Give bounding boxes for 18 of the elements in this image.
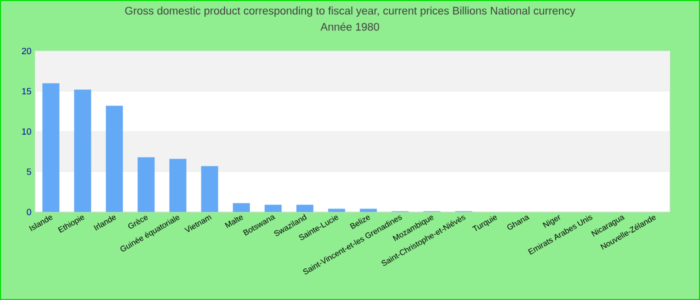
- bar: [201, 166, 218, 212]
- bar: [328, 208, 346, 212]
- bar: [74, 90, 92, 212]
- bar: [296, 204, 314, 212]
- bar: [106, 106, 123, 212]
- y-tick-label: 10: [22, 128, 32, 135]
- bar: [360, 208, 377, 212]
- bar: [42, 83, 60, 212]
- bar: [138, 157, 155, 212]
- chart-title: Gross domestic product corresponding to fiscal year, current prices Billions National currency: [125, 6, 576, 17]
- chart-subtitle: Année 1980: [320, 22, 380, 31]
- y-tick-label: 15: [22, 88, 32, 94]
- bar: [169, 158, 186, 212]
- bar: [264, 204, 282, 212]
- bar: [232, 203, 250, 212]
- y-tick-label: 0: [26, 208, 32, 216]
- y-tick-label: 5: [26, 168, 32, 175]
- y-tick-label: 20: [22, 48, 32, 54]
